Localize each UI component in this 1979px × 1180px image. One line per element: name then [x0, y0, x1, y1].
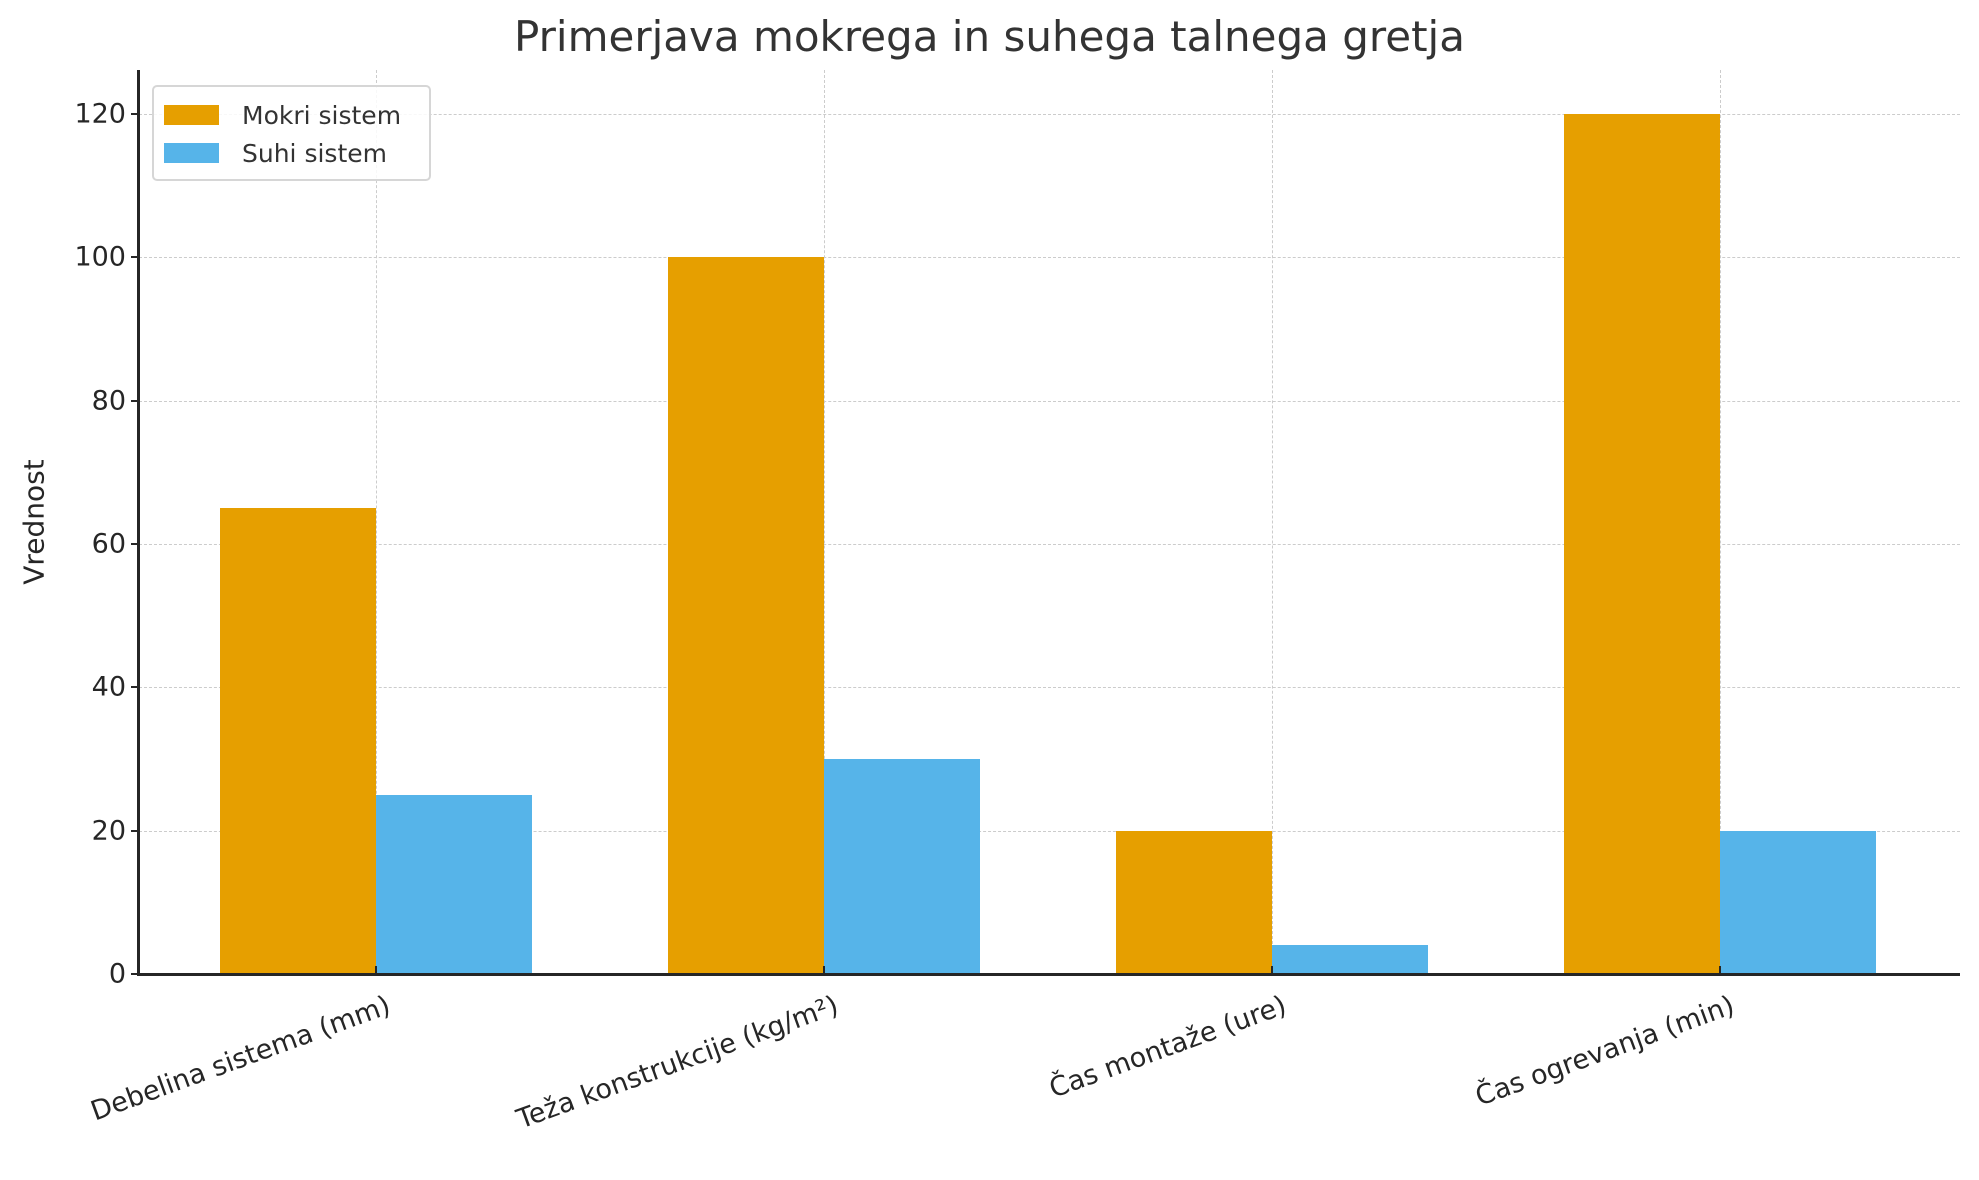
h-gridline — [139, 400, 1960, 402]
bar-suhi-3 — [1720, 830, 1876, 974]
x-axis-line — [137, 973, 1960, 976]
legend-label-suhi: Suhi sistem — [242, 138, 387, 168]
x-tick-label: Čas montaže (ure) — [1045, 990, 1291, 1105]
bar-suhi-2 — [1272, 945, 1428, 974]
legend-item-mokri: Mokri sistem — [164, 101, 401, 130]
bar-mokri-0 — [220, 508, 376, 974]
y-tick-mark — [131, 399, 138, 402]
legend: Mokri sistem Suhi sistem — [152, 85, 431, 181]
legend-swatch-mokri — [164, 105, 219, 125]
chart-title: Primerjava mokrega in suhega talnega gre… — [514, 12, 1465, 61]
y-tick-label: 20 — [91, 815, 126, 847]
bar-mokri-2 — [1116, 830, 1272, 974]
legend-label-mokri: Mokri sistem — [242, 100, 402, 130]
v-gridline — [824, 70, 825, 974]
y-axis-line — [137, 70, 140, 976]
y-tick-mark — [131, 829, 138, 832]
bar-mokri-3 — [1564, 113, 1720, 974]
h-gridline — [139, 830, 1960, 832]
x-tick-mark — [1271, 966, 1273, 974]
y-tick-label: 120 — [74, 98, 126, 130]
bar-suhi-0 — [376, 794, 532, 974]
h-gridline — [139, 113, 1960, 115]
x-tick-label: Teža konstrukcije (kg/m²) — [512, 990, 843, 1136]
y-axis-label: Vrednost — [17, 459, 51, 585]
legend-swatch-suhi — [164, 143, 219, 163]
y-tick-label: 40 — [91, 671, 126, 703]
y-tick-label: 60 — [91, 528, 126, 560]
y-tick-label: 80 — [91, 385, 126, 417]
x-tick-mark — [1719, 966, 1721, 974]
v-gridline — [1720, 70, 1721, 974]
h-gridline — [139, 687, 1960, 689]
v-gridline — [376, 70, 377, 974]
y-tick-label: 0 — [108, 958, 126, 990]
y-tick-mark — [131, 686, 138, 689]
v-gridline — [1272, 70, 1273, 974]
y-tick-mark — [131, 112, 138, 115]
bar-mokri-1 — [668, 257, 824, 974]
y-tick-label: 100 — [74, 241, 126, 273]
legend-item-suhi: Suhi sistem — [164, 139, 387, 168]
plot-area — [139, 70, 1960, 974]
h-gridline — [139, 543, 1960, 545]
h-gridline — [139, 257, 1960, 259]
y-tick-mark — [131, 256, 138, 259]
bar-suhi-1 — [824, 759, 980, 974]
x-tick-label: Čas ogrevanja (min) — [1471, 990, 1739, 1113]
y-tick-mark — [131, 973, 138, 975]
x-tick-mark — [823, 966, 825, 974]
x-tick-mark — [375, 966, 377, 974]
y-tick-mark — [131, 542, 138, 545]
x-tick-label: Debelina sistema (mm) — [86, 990, 395, 1128]
